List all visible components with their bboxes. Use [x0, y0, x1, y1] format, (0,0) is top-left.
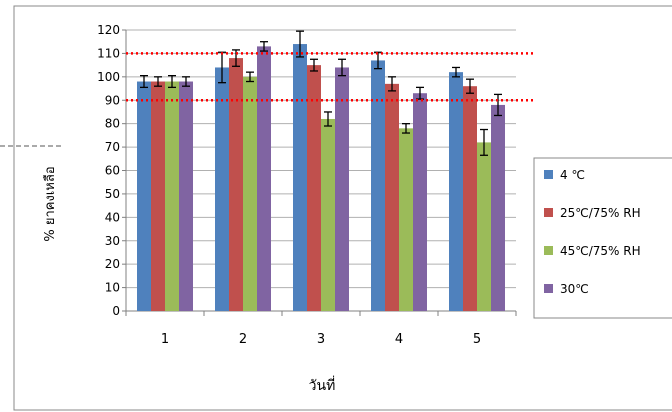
y-tick-label: 30 [105, 234, 120, 248]
y-tick-label: 120 [97, 23, 120, 37]
x-axis-label: วันที่ [309, 376, 336, 394]
x-tick-label: 5 [473, 332, 481, 347]
reference-lines [126, 52, 536, 102]
x-tick-label: 2 [239, 332, 247, 347]
legend-swatch [544, 208, 553, 217]
bar [257, 46, 271, 312]
bar [385, 83, 399, 311]
y-tick-label: 70 [105, 140, 120, 154]
y-tick-labels: 0 10 20 30 40 50 60 70 80 90 100 110 120 [97, 23, 120, 318]
legend-box [533, 157, 672, 319]
bar [137, 81, 151, 312]
bar [229, 58, 243, 311]
bar [243, 76, 257, 311]
bar [215, 67, 229, 311]
y-tick-label: 90 [105, 93, 120, 107]
bar [413, 93, 427, 311]
y-tick-label: 40 [105, 210, 120, 224]
bar [491, 104, 505, 311]
x-tick-labels: 1 2 3 4 5 [161, 332, 481, 347]
bars [137, 30, 505, 312]
x-tick-label: 3 [317, 332, 325, 347]
bar [293, 44, 307, 312]
legend-label: 25℃/75% RH [560, 206, 641, 220]
bar [307, 65, 321, 311]
bar [449, 72, 463, 312]
bar [151, 81, 165, 312]
legend: 4 ℃ 25℃/75% RH 45℃/75% RH 30℃ [544, 168, 641, 296]
y-tick-label: 60 [105, 164, 120, 178]
legend-swatch [544, 246, 553, 255]
y-tick-label: 10 [105, 281, 120, 295]
bar [463, 86, 477, 311]
y-tick-label: 100 [97, 70, 120, 84]
legend-label: 45℃/75% RH [560, 244, 641, 258]
y-tick-label: 80 [105, 117, 120, 131]
bar [179, 81, 193, 312]
legend-swatch [544, 170, 553, 179]
y-tick-label: 50 [105, 187, 120, 201]
y-axis-label: % ยาคงเหลือ [42, 166, 58, 241]
legend-label: 30℃ [560, 282, 589, 296]
y-tick-label: 20 [105, 257, 120, 271]
bar [399, 128, 413, 311]
x-tick-label: 1 [161, 332, 169, 347]
y-tick-label: 110 [97, 46, 120, 60]
bar [371, 60, 385, 311]
legend-swatch [544, 284, 553, 293]
bar [477, 142, 491, 311]
x-tick-label: 4 [395, 332, 403, 347]
bar [321, 118, 335, 311]
bar [165, 81, 179, 312]
legend-label: 4 ℃ [560, 168, 585, 182]
bar [335, 67, 349, 311]
y-tick-label: 0 [112, 304, 120, 318]
